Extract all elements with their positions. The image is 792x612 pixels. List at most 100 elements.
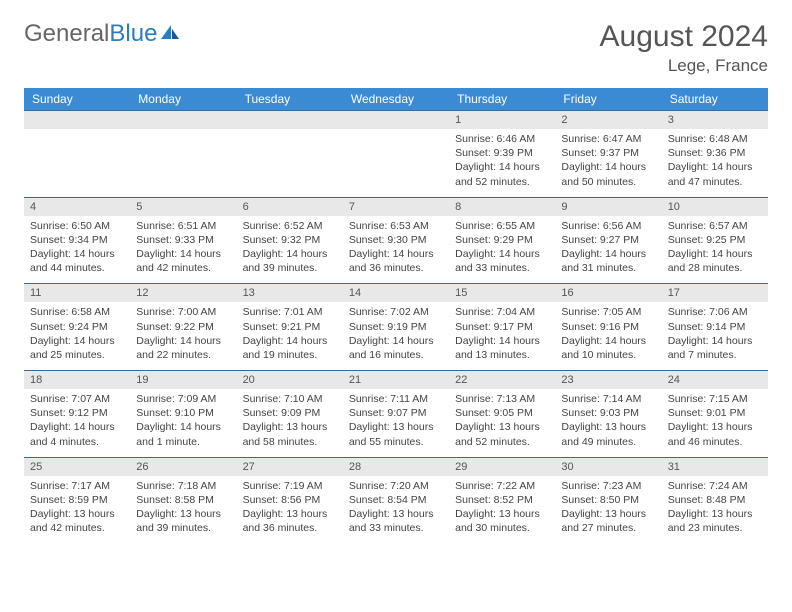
day-content-cell: Sunrise: 7:17 AMSunset: 8:59 PMDaylight:… <box>24 476 130 544</box>
day-content-cell: Sunrise: 6:50 AMSunset: 9:34 PMDaylight:… <box>24 216 130 284</box>
day-content: Sunrise: 7:20 AMSunset: 8:54 PMDaylight:… <box>343 476 449 544</box>
day-content: Sunrise: 7:05 AMSunset: 9:16 PMDaylight:… <box>555 302 661 370</box>
day-number-cell: 17 <box>662 283 768 302</box>
day-content: Sunrise: 7:13 AMSunset: 9:05 PMDaylight:… <box>449 389 555 457</box>
day-content: Sunrise: 7:14 AMSunset: 9:03 PMDaylight:… <box>555 389 661 457</box>
day-header-friday: Friday <box>555 88 661 110</box>
day-number-cell: 24 <box>662 370 768 389</box>
location: Lege, France <box>600 56 768 76</box>
day-content: Sunrise: 7:00 AMSunset: 9:22 PMDaylight:… <box>130 302 236 370</box>
day-header-thursday: Thursday <box>449 88 555 110</box>
day-number-cell: 14 <box>343 283 449 302</box>
day-content-cell: Sunrise: 6:47 AMSunset: 9:37 PMDaylight:… <box>555 129 661 197</box>
day-content-cell <box>130 129 236 197</box>
day-number: 28 <box>343 457 449 476</box>
day-content: Sunrise: 6:50 AMSunset: 9:34 PMDaylight:… <box>24 216 130 284</box>
calendar-body: 123Sunrise: 6:46 AMSunset: 9:39 PMDaylig… <box>24 110 768 543</box>
day-header-monday: Monday <box>130 88 236 110</box>
day-content: Sunrise: 6:52 AMSunset: 9:32 PMDaylight:… <box>237 216 343 284</box>
day-number: 10 <box>662 197 768 216</box>
day-content-cell: Sunrise: 6:56 AMSunset: 9:27 PMDaylight:… <box>555 216 661 284</box>
day-number-cell: 25 <box>24 457 130 476</box>
day-content-cell: Sunrise: 7:15 AMSunset: 9:01 PMDaylight:… <box>662 389 768 457</box>
day-number-cell: 20 <box>237 370 343 389</box>
day-content: Sunrise: 7:22 AMSunset: 8:52 PMDaylight:… <box>449 476 555 544</box>
logo-text-gray: General <box>24 20 109 48</box>
day-number: 24 <box>662 370 768 389</box>
day-content: Sunrise: 7:17 AMSunset: 8:59 PMDaylight:… <box>24 476 130 544</box>
day-number: 27 <box>237 457 343 476</box>
day-number: 14 <box>343 283 449 302</box>
day-number: 12 <box>130 283 236 302</box>
day-number: 21 <box>343 370 449 389</box>
day-content <box>343 129 449 191</box>
day-number <box>130 110 236 129</box>
week-contentrow: Sunrise: 6:58 AMSunset: 9:24 PMDaylight:… <box>24 302 768 370</box>
day-content-cell: Sunrise: 7:13 AMSunset: 9:05 PMDaylight:… <box>449 389 555 457</box>
day-number-cell: 19 <box>130 370 236 389</box>
day-number: 9 <box>555 197 661 216</box>
day-number-cell: 13 <box>237 283 343 302</box>
day-number: 7 <box>343 197 449 216</box>
day-content: Sunrise: 7:11 AMSunset: 9:07 PMDaylight:… <box>343 389 449 457</box>
day-content: Sunrise: 7:23 AMSunset: 8:50 PMDaylight:… <box>555 476 661 544</box>
day-content-cell: Sunrise: 7:23 AMSunset: 8:50 PMDaylight:… <box>555 476 661 544</box>
day-content: Sunrise: 7:09 AMSunset: 9:10 PMDaylight:… <box>130 389 236 457</box>
day-number: 30 <box>555 457 661 476</box>
day-number-cell: 21 <box>343 370 449 389</box>
week-numrow: 123 <box>24 110 768 129</box>
day-number-cell: 22 <box>449 370 555 389</box>
day-number: 18 <box>24 370 130 389</box>
day-content-cell: Sunrise: 7:00 AMSunset: 9:22 PMDaylight:… <box>130 302 236 370</box>
day-number <box>237 110 343 129</box>
day-content-cell: Sunrise: 7:18 AMSunset: 8:58 PMDaylight:… <box>130 476 236 544</box>
day-content: Sunrise: 7:04 AMSunset: 9:17 PMDaylight:… <box>449 302 555 370</box>
day-content-cell: Sunrise: 7:20 AMSunset: 8:54 PMDaylight:… <box>343 476 449 544</box>
day-number <box>24 110 130 129</box>
day-content-cell: Sunrise: 6:48 AMSunset: 9:36 PMDaylight:… <box>662 129 768 197</box>
day-number-cell: 2 <box>555 110 661 129</box>
day-number-cell <box>237 110 343 129</box>
day-content-cell: Sunrise: 6:51 AMSunset: 9:33 PMDaylight:… <box>130 216 236 284</box>
day-number: 13 <box>237 283 343 302</box>
day-header-saturday: Saturday <box>662 88 768 110</box>
day-content-cell: Sunrise: 7:01 AMSunset: 9:21 PMDaylight:… <box>237 302 343 370</box>
day-content: Sunrise: 6:51 AMSunset: 9:33 PMDaylight:… <box>130 216 236 284</box>
day-content-cell <box>237 129 343 197</box>
day-header-sunday: Sunday <box>24 88 130 110</box>
day-content: Sunrise: 7:06 AMSunset: 9:14 PMDaylight:… <box>662 302 768 370</box>
day-number-cell: 31 <box>662 457 768 476</box>
day-header-tuesday: Tuesday <box>237 88 343 110</box>
day-content-cell <box>343 129 449 197</box>
week-contentrow: Sunrise: 6:50 AMSunset: 9:34 PMDaylight:… <box>24 216 768 284</box>
day-content <box>24 129 130 191</box>
day-content: Sunrise: 6:47 AMSunset: 9:37 PMDaylight:… <box>555 129 661 197</box>
day-content <box>237 129 343 191</box>
day-number-cell: 4 <box>24 197 130 216</box>
day-number-cell: 11 <box>24 283 130 302</box>
day-number-cell: 18 <box>24 370 130 389</box>
week-numrow: 11121314151617 <box>24 283 768 302</box>
day-content-cell: Sunrise: 6:57 AMSunset: 9:25 PMDaylight:… <box>662 216 768 284</box>
day-content-cell: Sunrise: 6:58 AMSunset: 9:24 PMDaylight:… <box>24 302 130 370</box>
day-number-cell: 1 <box>449 110 555 129</box>
day-number: 15 <box>449 283 555 302</box>
day-number: 29 <box>449 457 555 476</box>
day-number-cell: 8 <box>449 197 555 216</box>
logo-text-blue: Blue <box>109 20 157 48</box>
day-content: Sunrise: 6:56 AMSunset: 9:27 PMDaylight:… <box>555 216 661 284</box>
day-content: Sunrise: 6:53 AMSunset: 9:30 PMDaylight:… <box>343 216 449 284</box>
day-number-cell: 29 <box>449 457 555 476</box>
day-number-cell: 5 <box>130 197 236 216</box>
day-content-cell: Sunrise: 6:52 AMSunset: 9:32 PMDaylight:… <box>237 216 343 284</box>
calendar-table: SundayMondayTuesdayWednesdayThursdayFrid… <box>24 88 768 543</box>
day-content-cell: Sunrise: 7:19 AMSunset: 8:56 PMDaylight:… <box>237 476 343 544</box>
day-number: 25 <box>24 457 130 476</box>
week-numrow: 25262728293031 <box>24 457 768 476</box>
day-number-cell: 7 <box>343 197 449 216</box>
day-content: Sunrise: 7:24 AMSunset: 8:48 PMDaylight:… <box>662 476 768 544</box>
logo-sail-icon <box>159 20 181 48</box>
day-number-cell <box>343 110 449 129</box>
day-content-cell: Sunrise: 7:04 AMSunset: 9:17 PMDaylight:… <box>449 302 555 370</box>
day-content-cell: Sunrise: 7:05 AMSunset: 9:16 PMDaylight:… <box>555 302 661 370</box>
